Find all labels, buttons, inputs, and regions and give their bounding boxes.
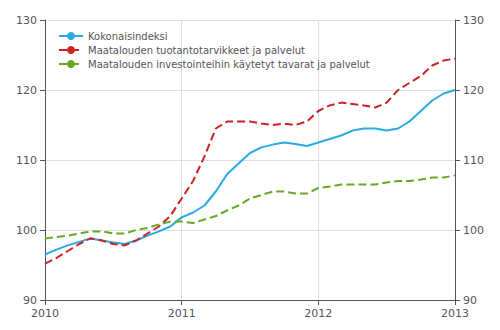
svg-text:2011: 2011 [168, 307, 196, 320]
svg-text:130: 130 [16, 14, 37, 27]
svg-text:120: 120 [16, 84, 37, 97]
svg-text:Maatalouden tuotantotarvikkeet: Maatalouden tuotantotarvikkeet ja palvel… [88, 45, 305, 56]
svg-text:90: 90 [463, 294, 477, 307]
svg-text:100: 100 [463, 224, 484, 237]
svg-text:110: 110 [16, 154, 37, 167]
svg-text:2013: 2013 [441, 307, 469, 320]
svg-text:130: 130 [463, 14, 484, 27]
svg-text:2012: 2012 [304, 307, 332, 320]
svg-text:2010: 2010 [31, 307, 59, 320]
svg-text:110: 110 [463, 154, 484, 167]
svg-text:90: 90 [23, 294, 37, 307]
svg-text:Maatalouden investointeihin kä: Maatalouden investointeihin käytetyt tav… [88, 59, 370, 70]
svg-text:120: 120 [463, 84, 484, 97]
svg-text:100: 100 [16, 224, 37, 237]
svg-text:Kokonaisindeksi: Kokonaisindeksi [88, 31, 168, 42]
